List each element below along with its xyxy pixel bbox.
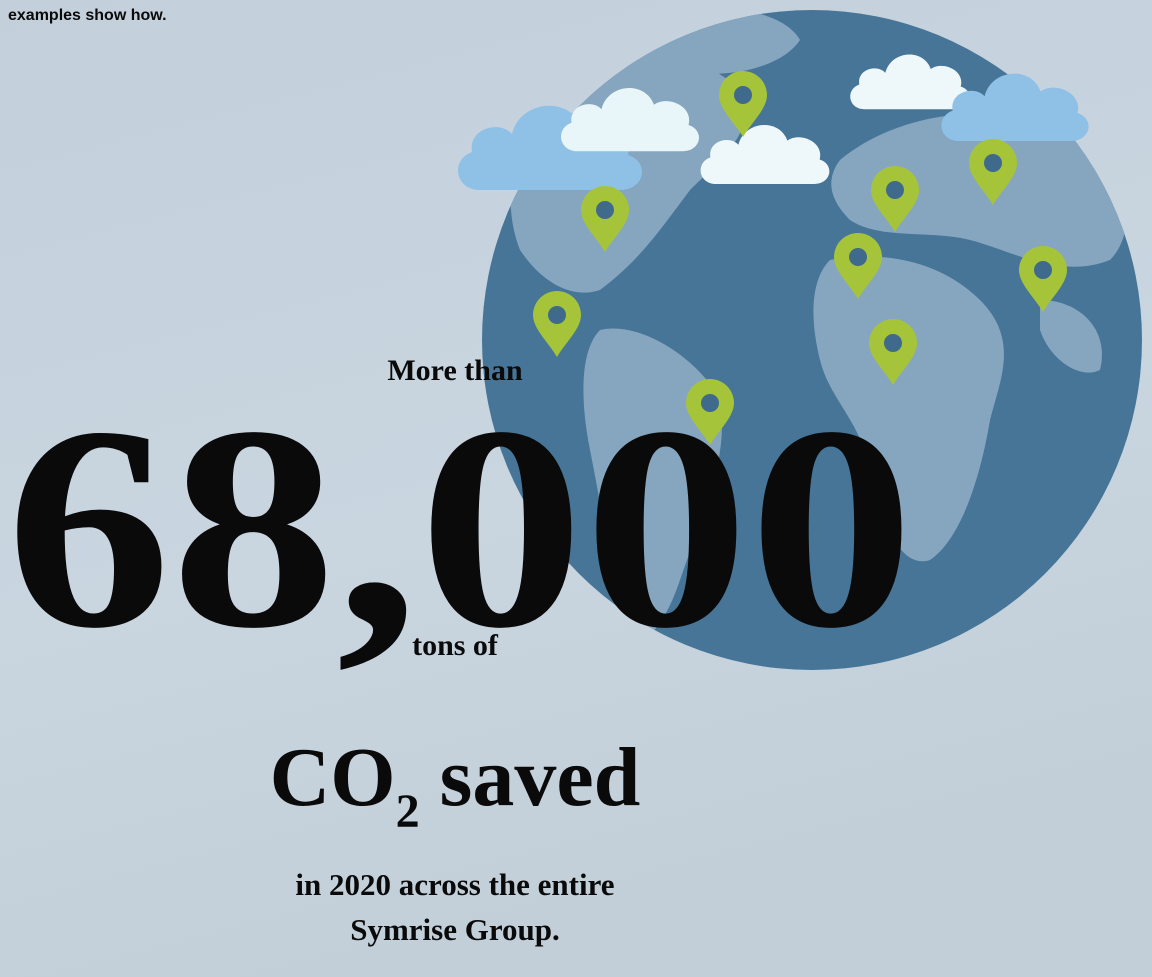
- footer-line: Symrise Group.: [350, 912, 560, 947]
- headline-main: CO: [270, 731, 396, 824]
- footer-line: in 2020 across the entire: [295, 867, 614, 902]
- key-figure: 68,000: [6, 367, 914, 688]
- unit-text: tons of: [412, 629, 499, 662]
- eurasia: [831, 113, 1127, 267]
- lead-text: More than: [387, 354, 523, 387]
- africa: [813, 256, 1004, 562]
- headline-rest: saved: [440, 731, 641, 824]
- headline: CO2 saved: [270, 731, 641, 838]
- arabia: [1040, 300, 1102, 373]
- headline-subscript: 2: [396, 785, 420, 838]
- intro-text: examples show how.: [8, 7, 167, 24]
